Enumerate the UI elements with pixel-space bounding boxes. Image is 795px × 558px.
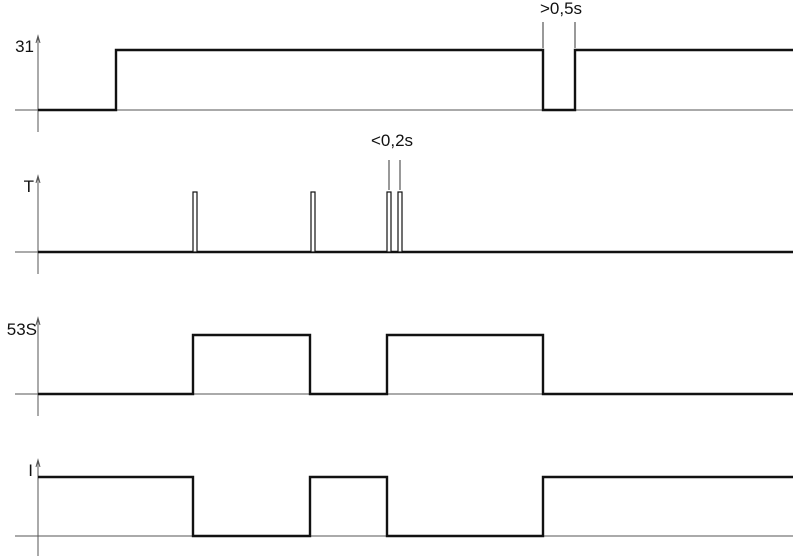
signal-label: I — [28, 461, 33, 480]
pulse — [397, 191, 403, 253]
signal-label: 53S — [7, 320, 37, 339]
signal-row: I — [15, 458, 793, 556]
waveform — [38, 475, 793, 538]
signal-label: T — [24, 177, 34, 196]
axis-arrow — [35, 316, 41, 326]
annotation: >0,5s — [540, 0, 582, 18]
pulse — [386, 191, 392, 253]
annotation: <0,2s — [371, 131, 413, 150]
signal-row: T <0,2s — [15, 131, 793, 274]
signal-row: 31 >0,5s — [15, 0, 793, 132]
axis-arrow — [35, 34, 41, 44]
axis-arrow — [35, 458, 41, 468]
pulse — [192, 191, 198, 253]
signal-row: 53S — [7, 316, 793, 416]
pulse — [310, 191, 316, 253]
waveform — [38, 48, 793, 112]
waveform — [38, 333, 793, 396]
signal-label: 31 — [15, 37, 34, 56]
axis-arrow — [35, 174, 41, 184]
